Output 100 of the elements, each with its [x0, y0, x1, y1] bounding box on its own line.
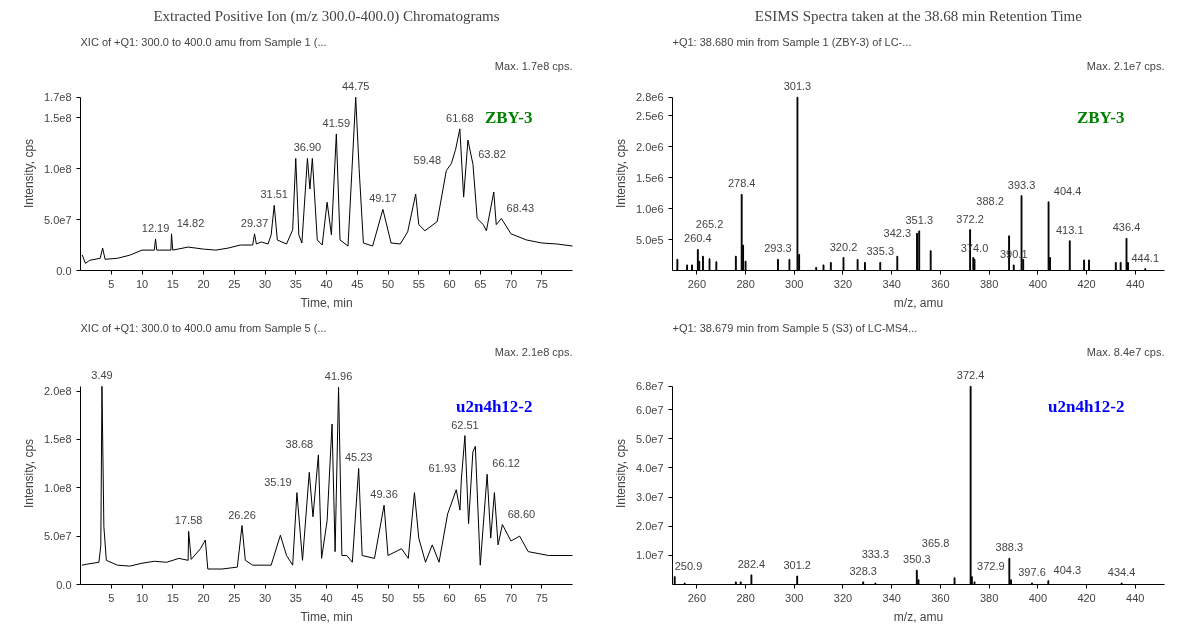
text: Max. 2.1e7 cps. [1086, 59, 1165, 72]
x-tick-label: 70 [504, 277, 518, 290]
y-axis-title: Intensity, cps [21, 138, 36, 209]
y-tick-label: 6.8e7 [635, 380, 664, 393]
x-tick-label: 40 [320, 591, 333, 604]
annotation: 404.4 [1053, 184, 1082, 197]
annotation: 320.2 [829, 240, 858, 253]
annotation: 372.4 [956, 369, 985, 382]
x-axis-title: Time, min [300, 609, 353, 624]
y-axis-title: Intensity, cps [613, 438, 628, 509]
x-tick-label: 15 [166, 277, 179, 290]
annotation: 393.3 [1007, 178, 1036, 191]
y-tick-label: 1.0e8 [43, 481, 72, 494]
x-tick-label: 440 [1126, 591, 1145, 604]
annotation: 49.36 [370, 488, 398, 501]
x-tick-label: 360 [931, 277, 950, 290]
annotation: 68.60 [507, 507, 536, 520]
chart-subtitle: +Q1: 38.680 min from Sample 1 (ZBY-3) of LC-... [672, 35, 912, 48]
x-tick-label: 75 [535, 591, 548, 604]
annotation: 301.2 [783, 559, 811, 572]
annotation: 342.3 [883, 227, 912, 240]
y-tick-label: 5.0e7 [43, 530, 72, 543]
annotation: 404.3 [1053, 563, 1082, 576]
x-tick-label: 75 [535, 277, 548, 290]
annotation: 3.49 [91, 369, 113, 382]
annotation: 335.3 [866, 245, 895, 258]
annotation: 45.23 [344, 451, 373, 464]
x-tick-label: 400 [1028, 277, 1048, 290]
annotation: 388.3 [995, 541, 1024, 554]
y-tick-label: 1.7e8 [43, 91, 72, 104]
annotation: 26.26 [228, 508, 256, 521]
y-tick-label: 0.0 [56, 578, 72, 591]
x-tick-label: 280 [736, 591, 755, 604]
x-tick-label: 320 [833, 591, 853, 604]
x-tick-label: 5 [108, 591, 115, 604]
y-axis-title: Intensity, cps [21, 438, 36, 509]
x-tick-label: 60 [443, 591, 456, 604]
annotation: 351.3 [905, 213, 933, 226]
annotation: 365.8 [921, 536, 950, 549]
annotation: 49.17 [369, 192, 397, 205]
y-tick-label: 2.0e6 [635, 140, 664, 153]
annotation: 63.82 [478, 147, 506, 160]
annotation: 41.96 [324, 370, 353, 383]
x-tick-label: 25 [228, 591, 241, 604]
y-tick-label: 1.5e8 [43, 433, 72, 446]
x-tick-label: 380 [979, 277, 999, 290]
annotation: 397.6 [1018, 566, 1046, 579]
x-tick-label: 320 [833, 277, 853, 290]
x-tick-label: 360 [931, 591, 950, 604]
annotation: 68.43 [506, 201, 535, 214]
y-tick-label: 3.0e7 [635, 491, 664, 504]
chart-title: ESIMS Spectra taken at the 38.68 min Retention Time [754, 7, 1083, 24]
y-tick-label: 2.5e6 [635, 109, 664, 122]
annotation: 260.4 [684, 232, 712, 245]
chart-subtitle: XIC of +Q1: 300.0 to 400.0 amu from Sample 1 (... [80, 35, 327, 48]
x-tick-label: 30 [258, 591, 272, 604]
x-tick-label: 20 [197, 591, 210, 604]
x-tick-label: 300 [785, 591, 804, 604]
x-tick-label: 420 [1077, 591, 1096, 604]
x-tick-label: 5 [108, 277, 115, 290]
y-tick-label: 2.0e7 [635, 520, 664, 533]
x-tick-label: 260 [687, 277, 707, 290]
annotation: 372.9 [977, 559, 1005, 572]
chart-subtitle: XIC of +Q1: 300.0 to 400.0 amu from Sample 5 (... [80, 321, 327, 334]
annotation: 62.51 [451, 418, 479, 431]
x-tick-label: 50 [381, 277, 395, 290]
annotation: u2n4h12-2 [1047, 397, 1125, 417]
x-tick-label: 45 [351, 277, 364, 290]
x-tick-label: 70 [504, 591, 518, 604]
x-tick-label: 25 [228, 277, 241, 290]
annotation: 35.19 [264, 475, 292, 488]
annotation: 436.4 [1112, 221, 1141, 234]
x-tick-label: 65 [474, 277, 487, 290]
chart-subtitle: +Q1: 38.679 min from Sample 5 (S3) of LC-MS4... [672, 321, 918, 334]
annotation: 41.59 [322, 116, 351, 129]
x-tick-label: 40 [320, 277, 333, 290]
x-tick-label: 300 [785, 277, 804, 290]
x-tick-label: 30 [258, 277, 272, 290]
annotation: 372.2 [956, 212, 984, 225]
x-tick-label: 65 [474, 591, 487, 604]
y-tick-label: 0.0 [56, 264, 72, 277]
annotation: 44.75 [341, 80, 370, 93]
annotation: 328.3 [849, 564, 877, 577]
x-tick-label: 340 [882, 591, 901, 604]
annotation: 12.19 [141, 221, 170, 234]
annotation: 14.82 [176, 216, 205, 229]
x-tick-label: 400 [1028, 591, 1048, 604]
x-tick-label: 440 [1126, 277, 1145, 290]
x-axis-title: m/z, amu [893, 295, 944, 310]
y-tick-label: 1.0e8 [43, 162, 72, 175]
annotation: 61.93 [428, 462, 457, 475]
x-tick-label: 55 [412, 591, 425, 604]
x-tick-label: 45 [351, 591, 364, 604]
annotation: ZBY-3 [484, 108, 533, 128]
annotation: u2n4h12-2 [455, 397, 533, 417]
annotation: 29.37 [240, 216, 269, 229]
y-tick-label: 6.0e7 [635, 403, 664, 416]
annotation: 38.68 [285, 437, 314, 450]
x-tick-label: 380 [979, 591, 999, 604]
y-tick-label: 1.0e7 [635, 549, 664, 562]
